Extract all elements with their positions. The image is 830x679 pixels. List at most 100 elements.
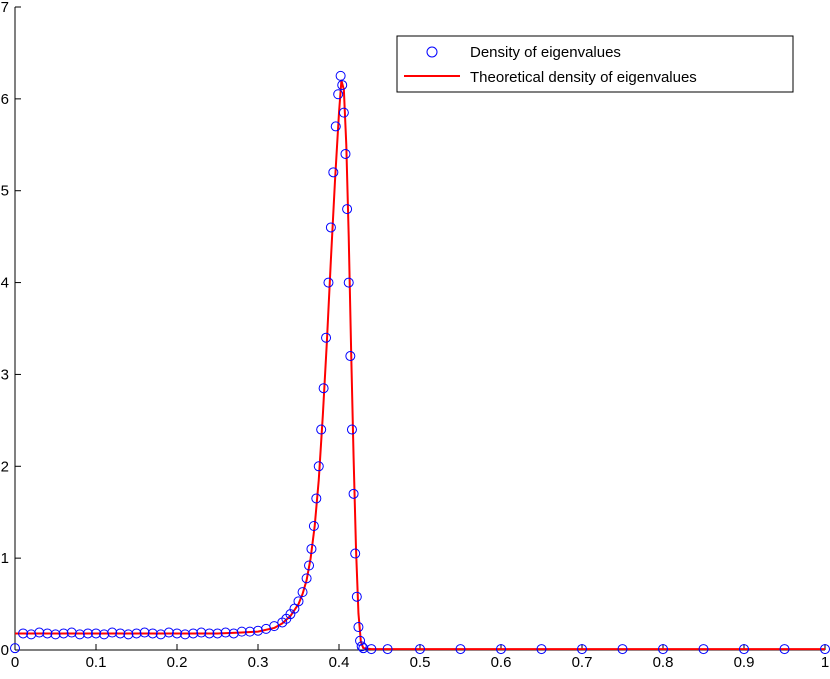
density-point: [123, 629, 134, 640]
density-point: [220, 627, 231, 638]
density-point: [107, 627, 118, 638]
density-point: [382, 644, 393, 655]
x-tick-label: 1: [821, 654, 829, 671]
density-point: [330, 121, 341, 132]
density-point: [188, 628, 199, 639]
density-point: [415, 644, 425, 655]
x-tick-label: 0.9: [734, 654, 755, 671]
density-point: [739, 644, 749, 655]
density-point: [313, 461, 324, 472]
density-point: [253, 625, 263, 636]
legend-label-density: Density of eigenvalues: [470, 44, 621, 61]
density-point: [304, 560, 315, 571]
density-point: [348, 488, 359, 499]
density-point: [496, 644, 506, 655]
density-point: [366, 644, 377, 655]
density-point: [293, 596, 304, 607]
density-point: [163, 627, 174, 638]
y-tick-label: 1: [1, 550, 9, 567]
density-point: [147, 628, 158, 639]
density-point: [58, 628, 69, 639]
x-tick-label: 0.3: [248, 654, 269, 671]
density-point: [42, 628, 53, 639]
density-point: [577, 644, 587, 655]
x-tick-label: 0.1: [86, 654, 107, 671]
density-point: [82, 628, 93, 639]
x-tick-label: 0.4: [329, 654, 350, 671]
density-point: [358, 643, 369, 654]
density-point: [306, 543, 317, 554]
density-point: [301, 573, 312, 584]
x-tick-label: 0.5: [410, 654, 431, 671]
density-point: [204, 628, 215, 639]
y-tick-label: 3: [1, 366, 9, 383]
density-point: [180, 629, 191, 640]
density-point: [779, 644, 790, 655]
legend-label-theoretical: Theoretical density of eigenvalues: [470, 69, 697, 86]
density-point: [10, 643, 20, 654]
density-point: [196, 627, 207, 638]
density-point: [18, 628, 29, 639]
density-point: [91, 628, 101, 639]
legend-marker-density: [426, 46, 438, 58]
y-tick-label: 4: [1, 275, 9, 292]
density-point: [617, 644, 628, 655]
density-point: [325, 222, 336, 233]
density-point: [236, 626, 247, 637]
density-point: [343, 277, 354, 288]
density-point: [337, 80, 348, 91]
density-point: [338, 107, 349, 118]
legend-box: [396, 35, 794, 93]
density-point: [345, 351, 356, 362]
density-point: [342, 204, 353, 215]
x-tick-label: 0.6: [491, 654, 512, 671]
x-tick-label: 0.7: [572, 654, 593, 671]
density-point: [212, 628, 223, 639]
density-point: [297, 587, 308, 598]
density-point: [316, 424, 327, 435]
density-point: [698, 644, 709, 655]
legend: Density of eigenvalues Theoretical densi…: [396, 35, 794, 93]
density-point: [321, 332, 332, 343]
density-point: [115, 628, 126, 639]
density-point: [244, 626, 255, 637]
density-point: [26, 629, 37, 640]
density-point: [318, 383, 329, 394]
density-point: [311, 493, 322, 504]
density-point: [328, 167, 339, 178]
density-point: [50, 629, 61, 640]
density-point: [350, 548, 361, 559]
density-point: [172, 628, 182, 639]
density-point: [66, 627, 77, 638]
density-point: [155, 629, 166, 640]
x-tick-label: 0: [11, 654, 19, 671]
density-point: [335, 70, 346, 81]
y-tick-label: 6: [1, 91, 9, 108]
theoretical-density-line: [15, 79, 825, 651]
density-point: [99, 629, 110, 640]
y-tick-label: 7: [1, 0, 9, 16]
density-point: [228, 628, 239, 639]
y-tick-label: 5: [1, 183, 9, 200]
y-tick-label: 2: [1, 458, 9, 475]
x-tick-label: 0.8: [653, 654, 674, 671]
density-point: [333, 89, 344, 100]
density-point: [74, 629, 85, 640]
density-point: [346, 424, 357, 435]
density-point: [536, 644, 547, 655]
density-point: [340, 148, 351, 159]
density-point: [455, 644, 466, 655]
y-tick-label: 0: [1, 642, 9, 659]
density-point: [353, 622, 364, 633]
density-point: [34, 627, 45, 638]
x-tick-label: 0.2: [167, 654, 188, 671]
density-point: [323, 277, 334, 288]
density-point: [269, 621, 280, 632]
density-point: [351, 591, 362, 602]
density-point: [131, 628, 142, 639]
density-point: [139, 627, 150, 638]
density-point: [658, 644, 668, 655]
